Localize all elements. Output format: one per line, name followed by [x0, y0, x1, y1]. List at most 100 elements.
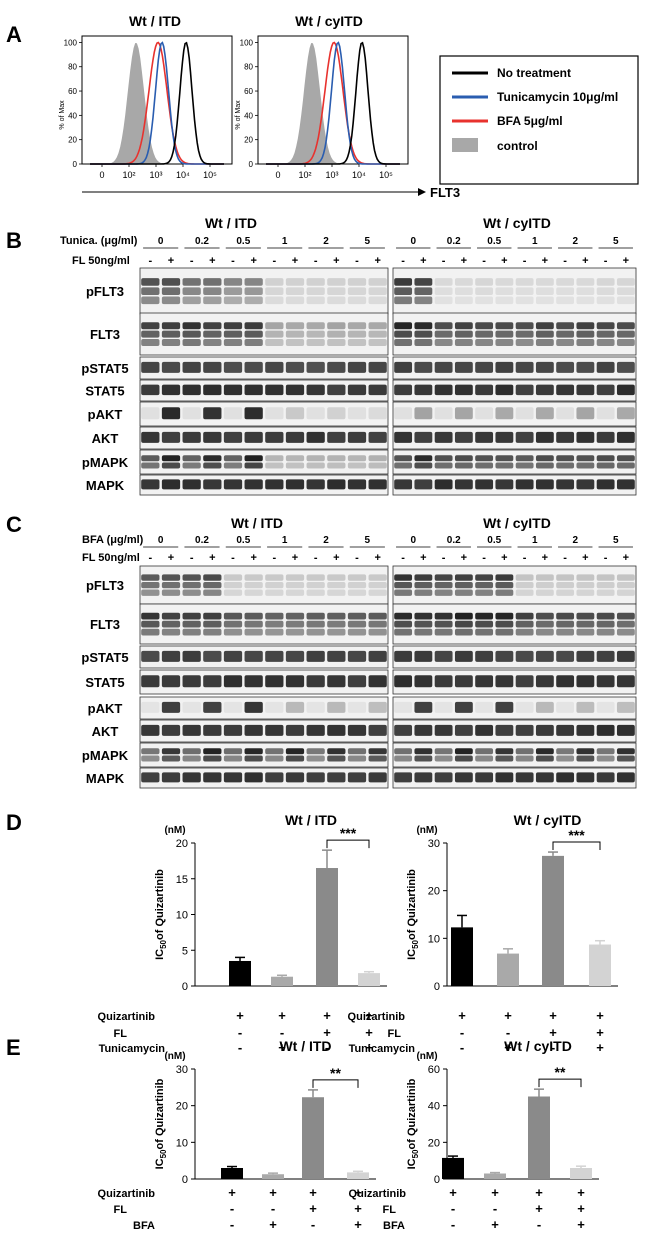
bar-chart-ylabel: IC50of Quizartinib: [154, 869, 168, 960]
blot-band: [285, 339, 305, 347]
blot-band: [495, 675, 514, 688]
blot-row-label: pSTAT5: [81, 361, 128, 376]
blot-band: [616, 462, 635, 469]
blot-row-label: MAPK: [86, 478, 125, 493]
blot-band: [347, 574, 367, 581]
blot-band: [223, 628, 243, 636]
blot-band: [368, 296, 387, 305]
blot-band: [141, 701, 160, 713]
blot-band: [495, 455, 514, 462]
bar-ytick-label: 5: [182, 945, 188, 957]
blot-strip-bg: [139, 426, 389, 450]
condition-sign: +: [577, 1217, 585, 1232]
condition-sign: +: [269, 1217, 277, 1232]
blot-band: [434, 479, 453, 490]
blot-band: [244, 278, 263, 286]
condition-label: Quizartinib: [349, 1188, 407, 1200]
condition-sign: +: [549, 1008, 557, 1023]
blot-band: [535, 330, 554, 338]
blot-band: [454, 361, 473, 373]
blot-band: [285, 724, 305, 736]
blot-band: [616, 650, 635, 662]
control-histogram: [90, 43, 224, 164]
dose-label: 2: [323, 236, 329, 247]
blot-band: [596, 455, 615, 462]
blot-band: [203, 330, 222, 338]
fl-sign: -: [272, 552, 276, 564]
blot-strip: [139, 719, 389, 743]
blot-band: [414, 455, 433, 462]
blot-band: [265, 278, 284, 286]
blot-strip: [392, 565, 637, 605]
flow-plot: 0 20 40 60 80 100 0 10² 10³ 10⁴ 10⁵: [64, 35, 233, 180]
blot-band: [475, 620, 494, 628]
blot-band: [141, 650, 160, 662]
blot-band: [306, 287, 325, 295]
blot-band: [434, 287, 453, 295]
condition-label: FL: [388, 1028, 402, 1040]
blot-band: [515, 589, 534, 596]
blot-strip-bg: [139, 379, 389, 402]
blot-band: [285, 620, 305, 628]
blot-band: [414, 462, 433, 469]
flow-ylabel: % of Max: [59, 100, 66, 130]
blot-strip: [139, 603, 389, 645]
blot-strip-bg: [139, 603, 389, 645]
blot-band: [244, 339, 263, 347]
blot-band: [203, 620, 222, 628]
condition-sign: -: [451, 1217, 455, 1232]
blot-band: [394, 612, 413, 620]
blot-band: [347, 431, 367, 443]
blot-band: [495, 724, 514, 736]
blot-band: [306, 675, 325, 688]
fl-sign: +: [542, 255, 548, 267]
blot-band: [434, 431, 453, 443]
flow-xtick-label: 10³: [149, 170, 162, 180]
blot-band: [161, 339, 181, 347]
blot-band: [434, 581, 453, 589]
blot-band: [475, 361, 494, 373]
blot-band: [161, 748, 181, 755]
blot-band: [161, 278, 181, 286]
blot-band: [556, 479, 575, 490]
blot-band: [327, 361, 346, 373]
fl-sign: -: [401, 255, 405, 267]
blot-band: [161, 479, 181, 490]
condition-sign: +: [354, 1217, 362, 1232]
fl-sign: -: [523, 255, 527, 267]
blot-band: [475, 581, 494, 589]
blot-band: [368, 581, 387, 589]
blot-band: [394, 296, 413, 305]
blot-band: [556, 384, 575, 396]
blot-band: [576, 455, 595, 462]
dose-label: 0.5: [236, 236, 250, 247]
blot-band: [454, 581, 473, 589]
blot-band: [223, 650, 243, 662]
blot-band: [265, 296, 284, 305]
bar: [442, 1157, 464, 1179]
blot-band: [347, 701, 367, 713]
blot-band: [244, 322, 263, 330]
blot-band: [414, 628, 433, 636]
blot-band: [535, 748, 554, 755]
condition-sign: +: [228, 1185, 236, 1200]
blot-band: [434, 361, 453, 373]
blot-band: [161, 296, 181, 305]
blot-band: [161, 330, 181, 338]
blot-band: [141, 581, 160, 589]
blot-band: [495, 479, 514, 490]
blot-band: [535, 589, 554, 596]
blot-band: [454, 407, 473, 420]
blot-band: [576, 650, 595, 662]
blot-band: [244, 296, 263, 305]
blot-band: [394, 628, 413, 636]
bar-ytick-label: 30: [176, 1064, 188, 1076]
blot-strip: [392, 474, 637, 496]
blot-band: [368, 455, 387, 462]
blot-strip-bg: [139, 669, 389, 695]
blot-band: [368, 322, 387, 330]
blot-row-label: pAKT: [88, 407, 123, 422]
blot-band: [368, 384, 387, 396]
flow-ytick-label: 80: [244, 63, 253, 72]
blot-band: [347, 724, 367, 736]
